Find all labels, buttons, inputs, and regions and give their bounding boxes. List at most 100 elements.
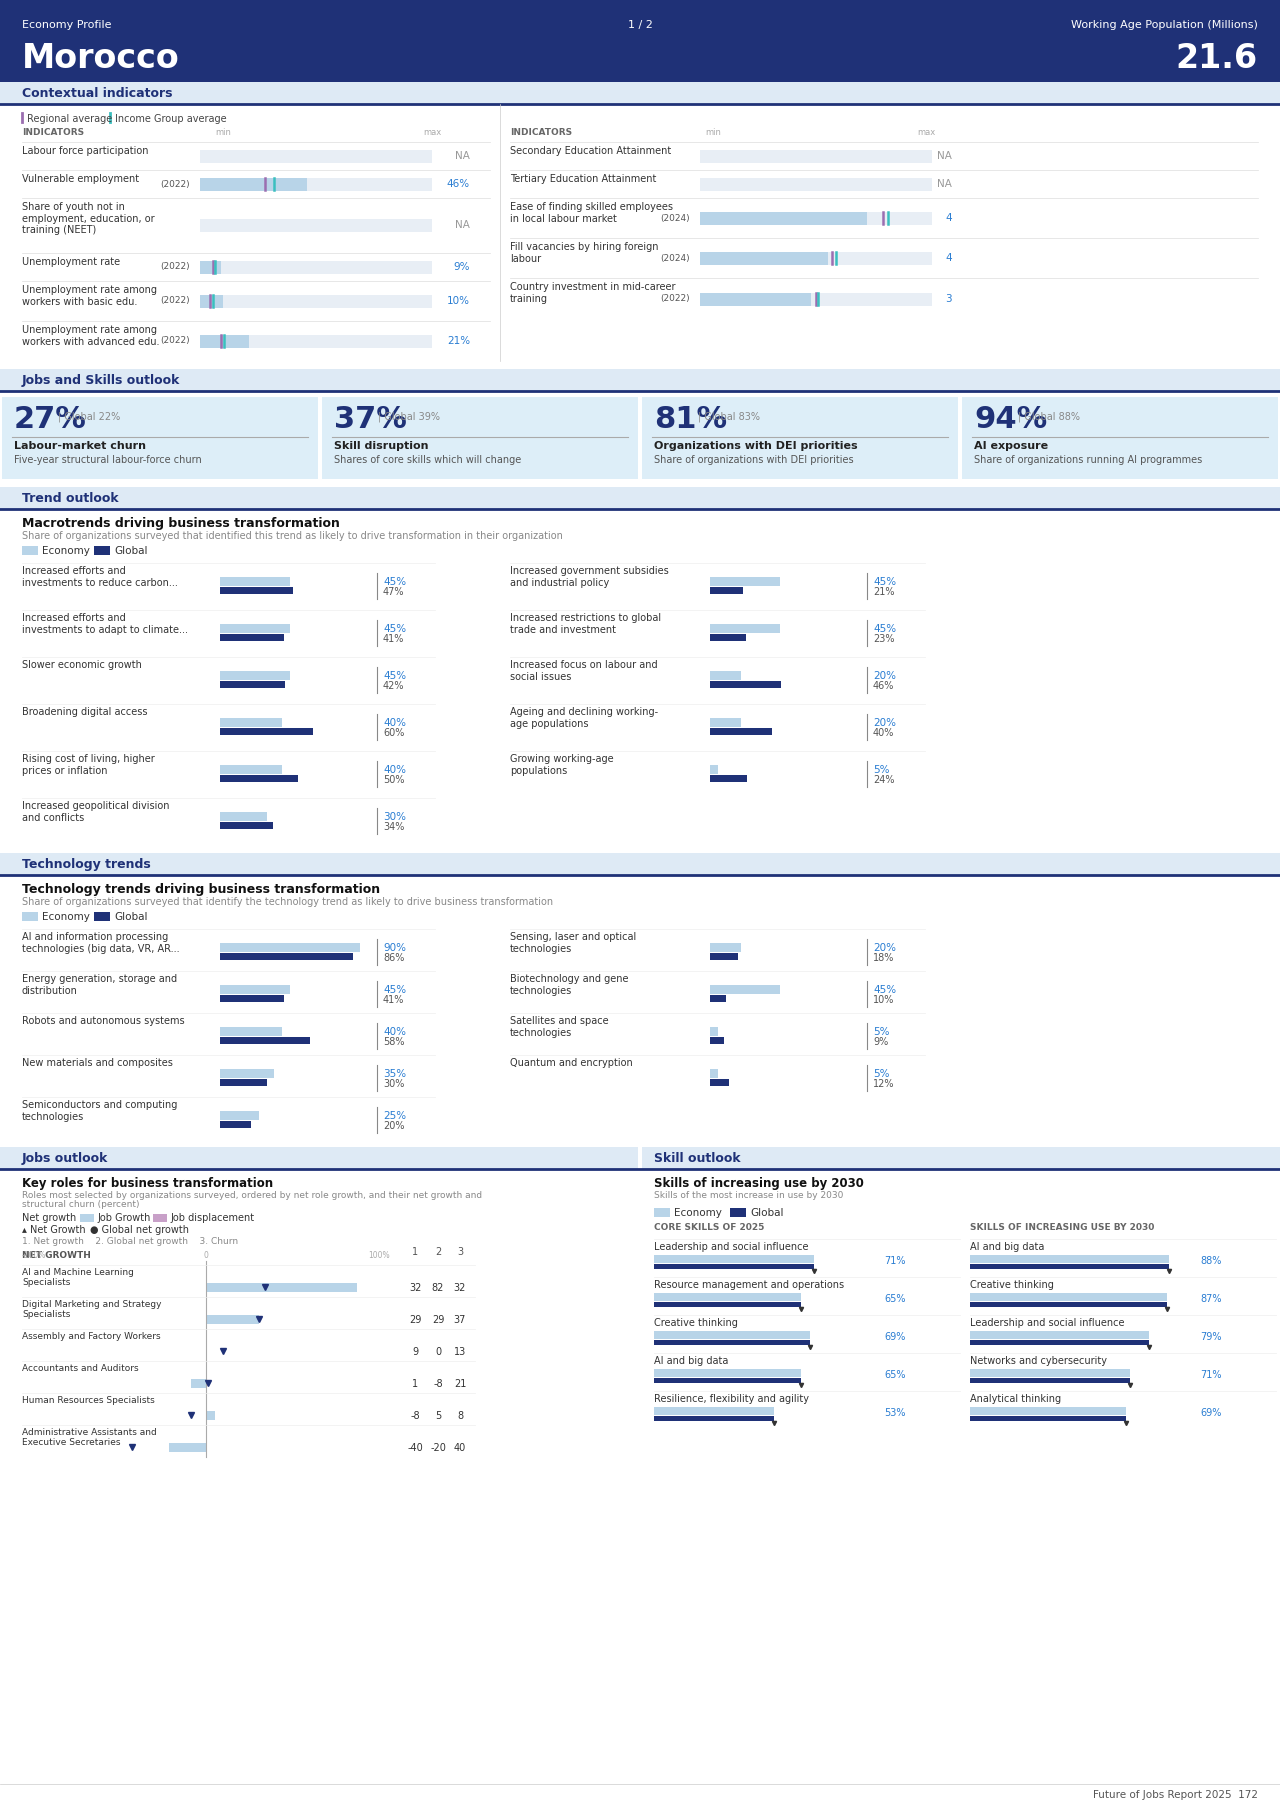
Text: 4: 4 (946, 253, 952, 262)
Bar (970, 1378, 1130, 1384)
Bar (22, 912, 38, 921)
Text: Quantum and encryption: Quantum and encryption (509, 1058, 632, 1067)
Bar (200, 219, 433, 232)
Text: 1. Net growth    2. Global net growth    3. Churn: 1. Net growth 2. Global net growth 3. Ch… (22, 1237, 238, 1246)
Text: 45%: 45% (383, 671, 406, 680)
Bar (654, 1255, 814, 1263)
Text: Increased geopolitical division
and conflicts: Increased geopolitical division and conf… (22, 801, 169, 823)
Bar (710, 774, 748, 781)
Text: 35%: 35% (383, 1069, 406, 1078)
Text: Jobs outlook: Jobs outlook (22, 1152, 109, 1165)
Text: (2024): (2024) (660, 213, 690, 223)
Bar (200, 260, 433, 273)
Bar (220, 1069, 274, 1078)
Bar (220, 633, 284, 640)
Text: Shares of core skills which will change: Shares of core skills which will change (334, 456, 521, 465)
Text: Job Growth: Job Growth (97, 1214, 150, 1223)
Bar (654, 1407, 774, 1415)
Text: Macrotrends driving business transformation: Macrotrends driving business transformat… (22, 517, 340, 530)
Text: 18%: 18% (873, 953, 895, 962)
Text: AI and information processing
technologies (big data, VR, AR...: AI and information processing technologi… (22, 932, 179, 953)
Text: 10%: 10% (873, 995, 895, 1006)
Text: min: min (215, 128, 230, 137)
Text: Increased government subsidies
and industrial policy: Increased government subsidies and indus… (509, 566, 668, 588)
Bar (643, 1147, 1280, 1169)
Text: 21%: 21% (873, 586, 895, 597)
Text: -20: -20 (430, 1444, 445, 1453)
Text: Administrative Assistants and
Executive Secretaries: Administrative Assistants and Executive … (22, 1427, 156, 1447)
Bar (710, 671, 741, 680)
Text: 60%: 60% (383, 727, 404, 738)
Text: 53%: 53% (884, 1407, 905, 1418)
Text: NET GROWTH: NET GROWTH (22, 1252, 91, 1261)
Text: (2022): (2022) (160, 336, 189, 346)
Bar (220, 765, 282, 774)
Text: Labour force participation: Labour force participation (22, 147, 148, 156)
Text: 41%: 41% (383, 633, 404, 644)
Text: 41%: 41% (383, 995, 404, 1006)
Text: Rising cost of living, higher
prices or inflation: Rising cost of living, higher prices or … (22, 754, 155, 776)
Text: 81%: 81% (654, 405, 727, 434)
Text: 9%: 9% (453, 262, 470, 271)
Text: 69%: 69% (1201, 1407, 1221, 1418)
Text: Human Resources Specialists: Human Resources Specialists (22, 1397, 155, 1406)
Bar (710, 995, 726, 1002)
Bar (654, 1416, 774, 1422)
Text: 24%: 24% (873, 774, 895, 785)
Text: 20%: 20% (873, 671, 896, 680)
Bar (200, 335, 248, 347)
Text: CORE SKILLS OF 2025: CORE SKILLS OF 2025 (654, 1223, 764, 1232)
Bar (200, 295, 433, 308)
Text: Increased focus on labour and
social issues: Increased focus on labour and social iss… (509, 660, 658, 682)
Bar (220, 942, 360, 952)
Text: 27%: 27% (14, 405, 87, 434)
Bar (206, 1315, 260, 1324)
Bar (700, 293, 932, 306)
Bar (970, 1264, 1169, 1268)
Text: 8: 8 (457, 1411, 463, 1422)
Text: Satellites and space
technologies: Satellites and space technologies (509, 1017, 608, 1038)
Text: 82: 82 (431, 1283, 444, 1293)
Bar (220, 1037, 310, 1044)
Text: Net growth: Net growth (22, 1214, 77, 1223)
Text: Ageing and declining working-
age populations: Ageing and declining working- age popula… (509, 707, 658, 729)
Text: 29: 29 (408, 1315, 421, 1324)
Bar (700, 177, 932, 192)
Text: NA: NA (937, 179, 952, 188)
Text: AI exposure: AI exposure (974, 441, 1048, 450)
Text: structural churn (percent): structural churn (percent) (22, 1199, 140, 1208)
Bar (22, 546, 38, 555)
Bar (3, 396, 317, 479)
Bar (710, 633, 746, 640)
Text: 40%: 40% (383, 718, 406, 727)
Bar (200, 260, 221, 273)
Text: Labour-market churn: Labour-market churn (14, 441, 146, 450)
Text: 45%: 45% (873, 577, 896, 586)
Text: 29: 29 (431, 1315, 444, 1324)
Bar (654, 1293, 801, 1301)
Text: AI and big data: AI and big data (970, 1243, 1044, 1252)
Bar (970, 1369, 1130, 1377)
Text: Share of organizations surveyed that identify the technology trend as likely to : Share of organizations surveyed that ide… (22, 897, 553, 906)
Bar (710, 718, 741, 727)
Bar (0, 369, 1280, 391)
Bar (710, 727, 772, 734)
Text: Ease of finding skilled employees
in local labour market: Ease of finding skilled employees in loc… (509, 203, 673, 224)
Bar (0, 487, 1280, 508)
Text: -100%: -100% (22, 1252, 46, 1261)
Bar (643, 396, 957, 479)
Text: Increased efforts and
investments to adapt to climate...: Increased efforts and investments to ada… (22, 613, 188, 635)
Bar (730, 1208, 746, 1217)
Text: 65%: 65% (884, 1369, 905, 1380)
Text: Organizations with DEI priorities: Organizations with DEI priorities (654, 441, 858, 450)
Bar (654, 1264, 814, 1268)
Text: Global: Global (114, 912, 147, 923)
Text: 20%: 20% (873, 942, 896, 953)
Bar (200, 335, 433, 347)
Text: Slower economic growth: Slower economic growth (22, 660, 142, 669)
Text: 0: 0 (204, 1252, 209, 1261)
Text: 37%: 37% (334, 405, 407, 434)
Text: Morocco: Morocco (22, 42, 179, 74)
Text: 79%: 79% (1201, 1331, 1221, 1342)
Text: 21.6: 21.6 (1176, 42, 1258, 74)
